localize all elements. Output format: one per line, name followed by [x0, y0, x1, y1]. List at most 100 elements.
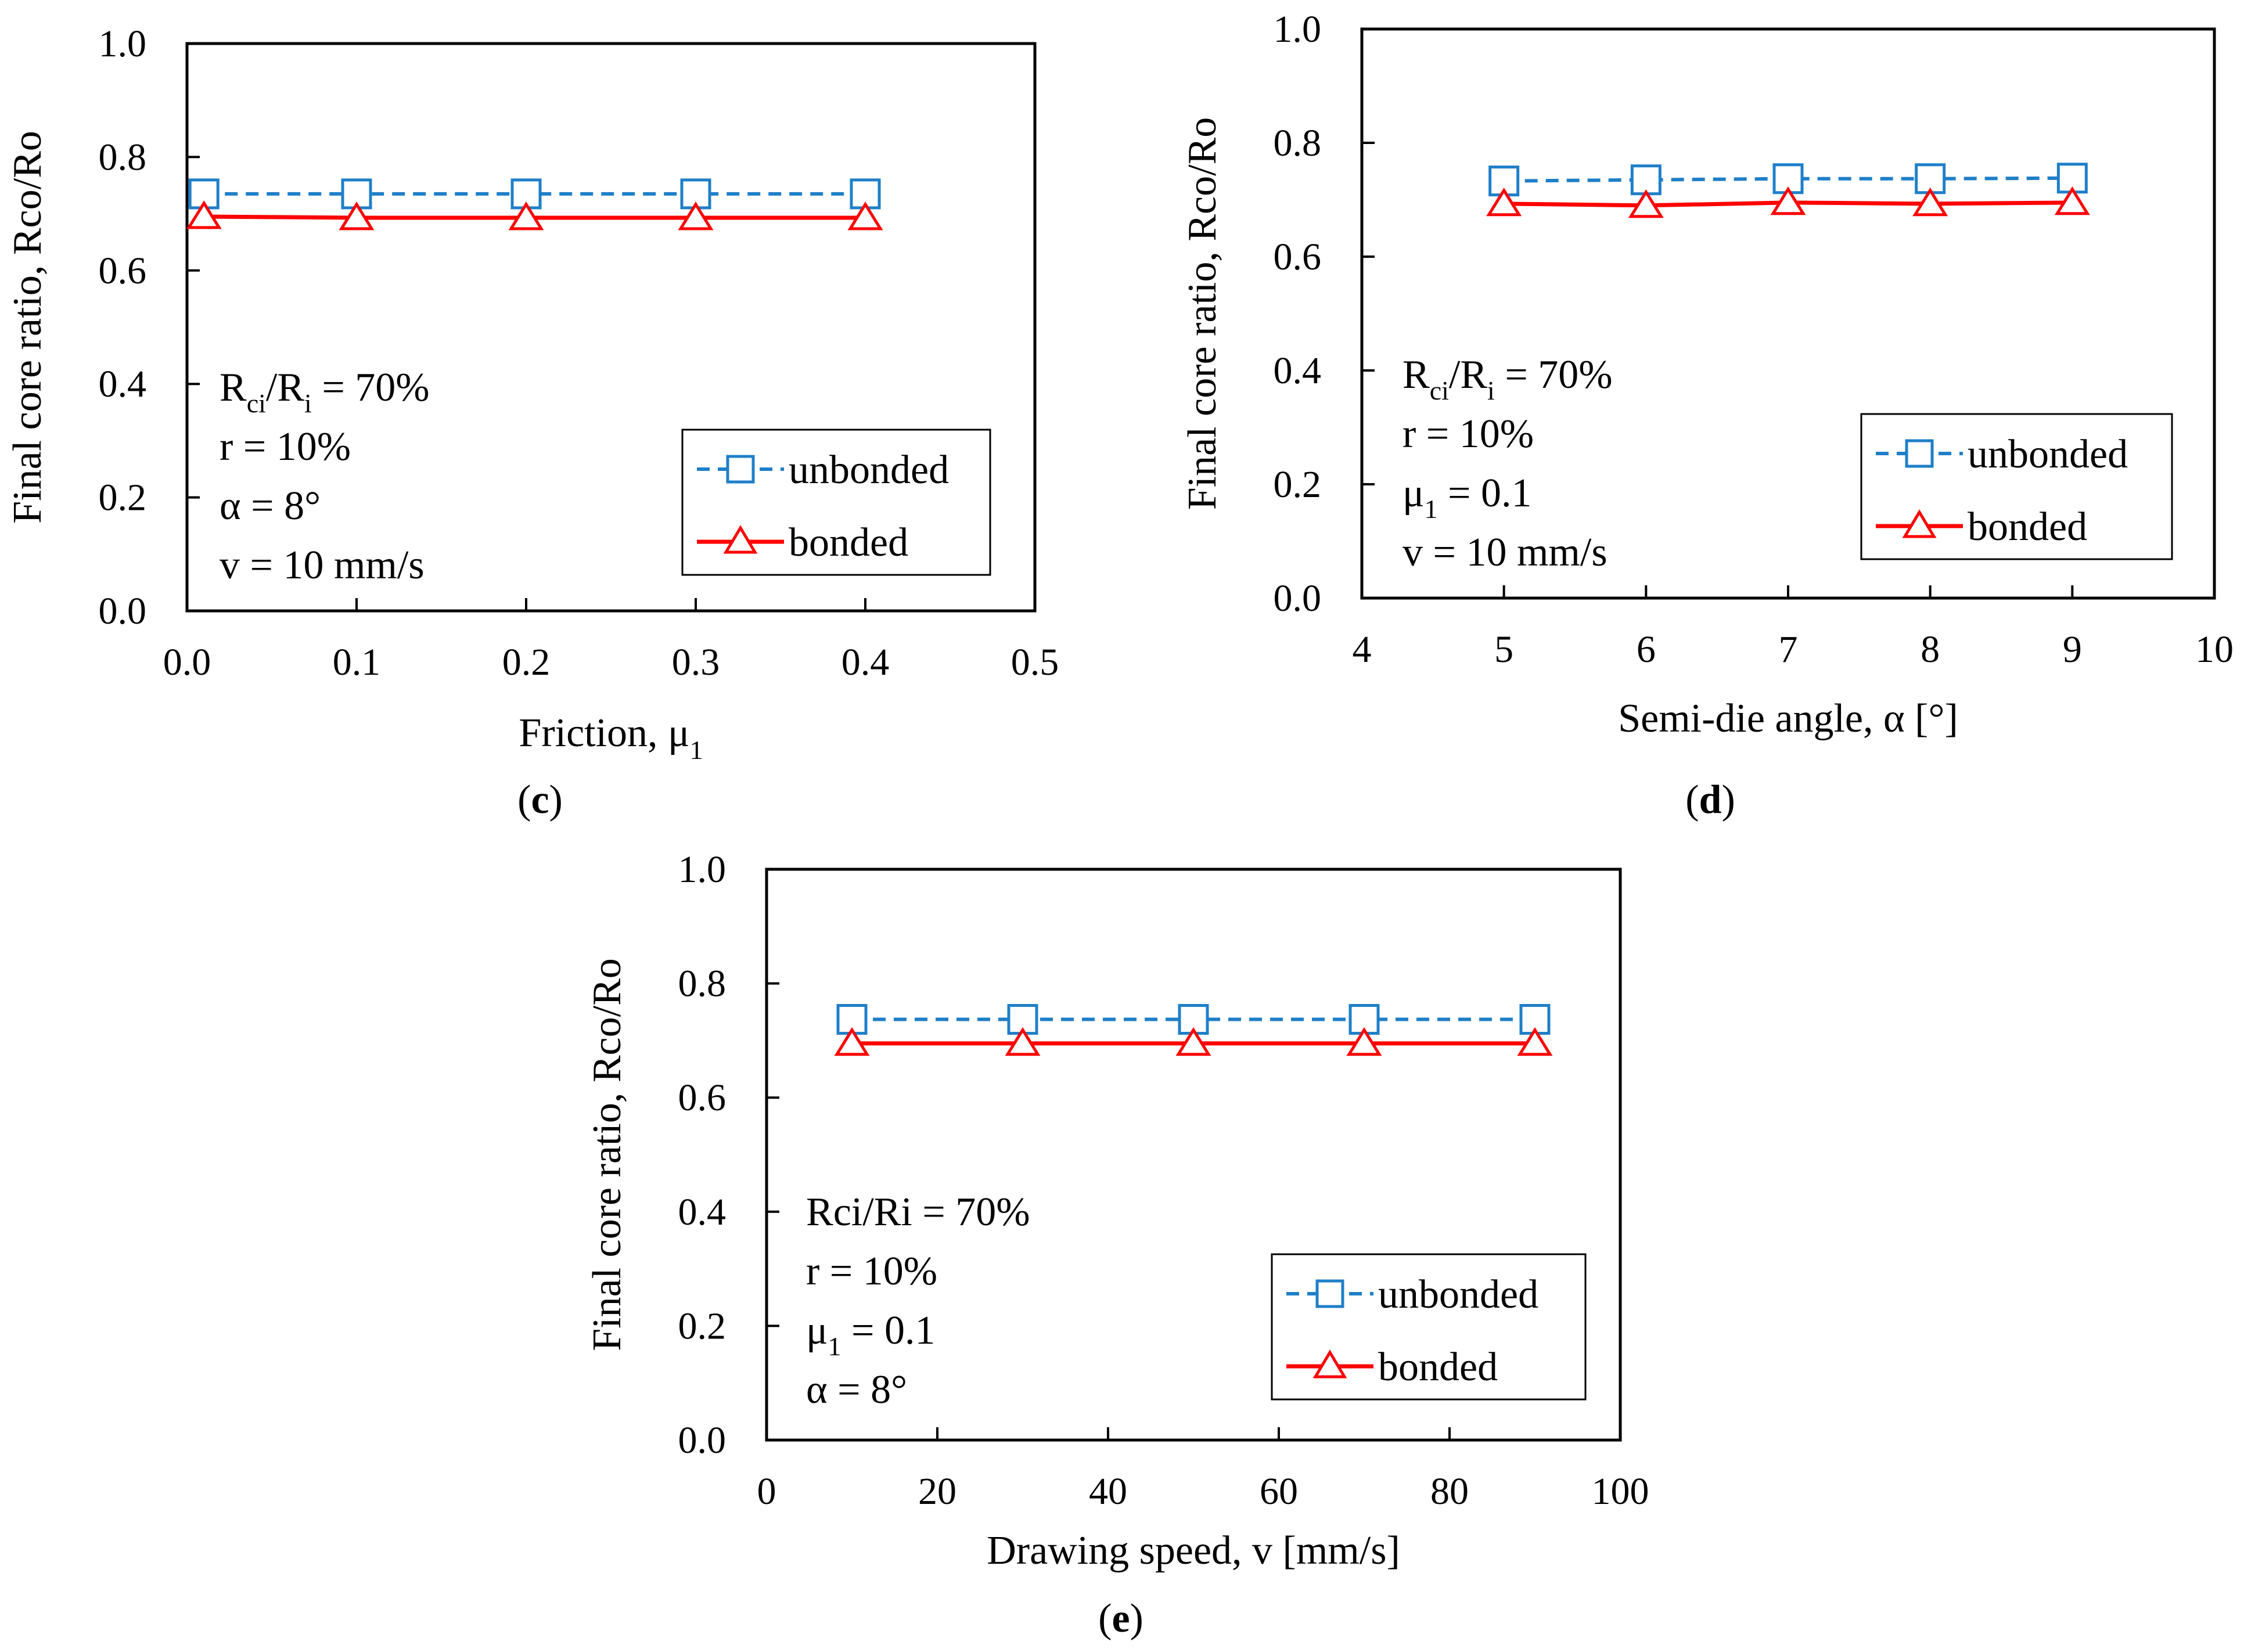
annotation-line: α = 8°	[806, 1367, 907, 1412]
annotation-line: Rci/Ri = 70%	[1402, 352, 1613, 405]
data-point-bonded	[1628, 189, 1664, 218]
series-unbonded	[836, 1004, 1551, 1035]
x-tick-label: 0	[757, 1470, 776, 1513]
parameter-annotation: Rci/Ri = 70% r = 10% μ1 = 0.1 v = 10 mm/s	[1402, 352, 1613, 575]
annotation-line: μ1 = 0.1	[1402, 471, 1532, 524]
data-point-bonded	[847, 201, 883, 231]
chart-panel-c: 0.0 0.1 0.2 0.3 0.4 0.5 0.0 0.2 0.4 0.6 0.8 1.0 Fric…	[5, 23, 1059, 822]
annotation-line: r = 10%	[1402, 412, 1534, 456]
x-tick-label: 0.3	[672, 641, 720, 683]
annotation-line: μ1 = 0.1	[806, 1308, 936, 1361]
data-point-bonded	[1346, 1027, 1382, 1056]
data-point-bonded	[339, 201, 375, 231]
data-point-bonded	[1912, 188, 1948, 217]
annotation-line: α = 8°	[220, 484, 321, 528]
data-point-bonded	[1770, 186, 1806, 215]
y-tick-label: 0.2	[678, 1305, 727, 1347]
y-tick-label: 0.8	[99, 136, 147, 178]
data-point-bonded	[1486, 188, 1522, 217]
panel-label: (e)	[1098, 1596, 1143, 1641]
y-tick-label: 0.0	[99, 590, 147, 632]
series-bonded	[834, 1027, 1553, 1056]
parameter-annotation: Rci/Ri = 70% r = 10% α = 8° v = 10 mm/s	[220, 365, 430, 588]
x-tick-label: 5	[1494, 628, 1513, 671]
x-axis-title: Semi-die angle, α [°]	[1618, 696, 1958, 741]
legend: unbonded bonded	[681, 429, 991, 576]
x-tick-label: 0.1	[333, 641, 381, 683]
annotation-line: v = 10 mm/s	[220, 543, 425, 588]
y-tick-label: 0.4	[1274, 350, 1322, 392]
legend-marker-bonded	[723, 525, 758, 554]
legend: unbonded bonded	[1271, 1253, 1587, 1401]
x-tick-label: 4	[1353, 628, 1372, 671]
y-tick-label: 0.8	[678, 963, 727, 1005]
y-tick-label: 0.4	[678, 1191, 727, 1233]
data-point-bonded	[1175, 1027, 1211, 1056]
x-tick-label: 6	[1637, 628, 1656, 671]
chart-panel-e: 0 20 40 60 80 100 0.0 0.2 0.4 0.6 0.8 1.0 Drawing sp…	[585, 848, 1649, 1641]
legend-marker-bonded	[1902, 509, 1937, 538]
y-tick-label: 0.2	[99, 477, 147, 519]
plot-frame	[185, 42, 1037, 613]
y-tick-label: 1.0	[1274, 8, 1322, 51]
legend-label-bonded: bonded	[789, 520, 908, 565]
x-tick-label: 8	[1921, 628, 1940, 671]
x-axis-title: Friction, μ1	[519, 711, 703, 765]
y-axis-title: Final core ratio, Rco/Ro	[5, 131, 50, 524]
x-tick-label: 0.4	[842, 641, 890, 683]
legend: unbonded bonded	[1860, 413, 2173, 560]
x-tick-label: 0.0	[163, 641, 211, 683]
y-axis-title: Final core ratio, Rco/Ro	[585, 958, 630, 1351]
y-axis-title: Final core ratio, Rco/Ro	[1180, 117, 1225, 510]
y-tick-label: 0.0	[678, 1419, 727, 1462]
y-tick-label: 0.6	[99, 250, 147, 292]
series-unbonded	[1488, 163, 2088, 197]
annotation-line: r = 10%	[806, 1249, 937, 1294]
annotation-line: v = 10 mm/s	[1402, 530, 1608, 575]
series-bonded	[186, 200, 883, 231]
legend-marker-unbonded	[1315, 1279, 1344, 1308]
annotation-line: Rci/Ri = 70%	[220, 365, 430, 418]
series-unbonded	[188, 178, 881, 210]
annotation-line: Rci/Ri = 70%	[806, 1190, 1030, 1234]
data-point-bonded	[1517, 1027, 1553, 1056]
legend-label-bonded: bonded	[1968, 505, 2087, 549]
y-tick-label: 0.8	[1274, 122, 1322, 164]
chart-panel-d: 4 5 6 7 8 9 10 0.0 0.2 0.4 0.6 0.8 1.0 Semi-die angle…	[1180, 8, 2234, 822]
data-point-bonded	[678, 201, 714, 231]
legend-marker-bonded	[1312, 1349, 1347, 1379]
data-point-bonded	[1005, 1027, 1041, 1056]
x-tick-label: 0.2	[502, 641, 551, 683]
x-tick-label: 7	[1779, 628, 1798, 671]
legend-label-unbonded: unbonded	[789, 448, 949, 492]
panel-label: (d)	[1685, 778, 1735, 822]
legend-marker-unbonded	[726, 455, 755, 484]
x-tick-label: 100	[1592, 1470, 1649, 1513]
y-tick-label: 1.0	[678, 848, 727, 891]
x-tick-label: 80	[1430, 1470, 1469, 1513]
legend-label-unbonded: unbonded	[1968, 432, 2128, 477]
y-tick-label: 0.2	[1274, 463, 1322, 506]
x-tick-label: 60	[1260, 1470, 1298, 1513]
y-tick-label: 1.0	[99, 23, 147, 65]
x-tick-label: 10	[2195, 628, 2234, 671]
data-point-bonded	[2054, 186, 2090, 215]
plot-frame	[765, 868, 1622, 1442]
x-tick-label: 20	[918, 1470, 956, 1513]
x-axis-title: Drawing speed, v [mm/s]	[987, 1528, 1400, 1573]
series-bonded	[1486, 186, 2090, 218]
x-tick-label: 40	[1089, 1470, 1127, 1513]
legend-label-bonded: bonded	[1378, 1345, 1498, 1390]
y-tick-label: 0.6	[678, 1077, 727, 1119]
data-point-bonded	[834, 1027, 870, 1056]
panel-label: (c)	[517, 778, 563, 822]
data-point-bonded	[186, 200, 222, 229]
y-tick-label: 0.6	[1274, 236, 1322, 278]
parameter-annotation: Rci/Ri = 70% r = 10% μ1 = 0.1 α = 8°	[806, 1190, 1030, 1412]
y-tick-label: 0.4	[99, 363, 147, 405]
annotation-line: r = 10%	[220, 424, 351, 469]
y-tick-label: 0.0	[1274, 577, 1322, 620]
x-tick-label: 9	[2063, 628, 2082, 671]
data-point-bonded	[508, 201, 544, 231]
